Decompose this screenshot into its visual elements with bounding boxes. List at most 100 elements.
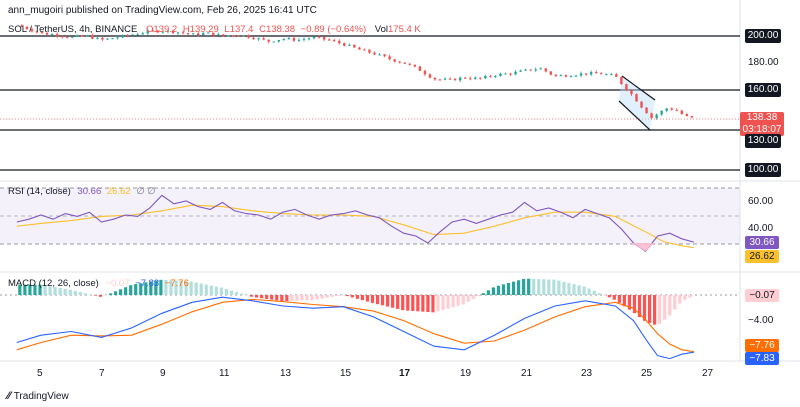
macd-histogram-bar <box>179 280 183 295</box>
macd-histogram-bar <box>431 295 435 313</box>
price-axis-tick: 100.00 <box>745 163 781 177</box>
candle-body <box>307 38 311 40</box>
macd-hist-badge: −0.07 <box>745 289 779 302</box>
symbol-name[interactable]: SOL / TetherUS, 4h, BINANCE <box>8 24 138 35</box>
macd-histogram-bar <box>602 295 606 296</box>
macd-histogram-bar <box>255 295 259 298</box>
macd-histogram-bar <box>300 295 304 301</box>
ohlc-low: L137.4 <box>224 24 254 35</box>
macd-histogram-bar <box>506 282 511 295</box>
macd-histogram-bar <box>118 289 123 295</box>
macd-histogram-bar <box>466 295 470 302</box>
candle-body <box>413 64 417 67</box>
macd-histogram-bar <box>547 279 551 295</box>
time-axis-label: 25 <box>641 368 653 379</box>
candle-body <box>670 108 673 110</box>
candle-body <box>655 114 658 118</box>
macd-histogram-bar <box>18 284 22 295</box>
candle-body <box>262 38 265 40</box>
rsi-ma-value: 26.62 <box>106 186 131 197</box>
macd-histogram-bar <box>411 295 415 311</box>
rsi-label[interactable]: RSI (14, close) <box>8 186 71 197</box>
macd-histogram-bar <box>678 295 682 304</box>
macd-histogram-bar <box>511 281 516 295</box>
macd-lines-group <box>16 278 694 360</box>
brand-logo[interactable]: ⁄⁄ TradingView <box>7 390 69 402</box>
macd-histogram-bar <box>562 281 566 295</box>
macd-histogram-bar <box>426 295 430 312</box>
time-axis-label: 5 <box>37 368 43 379</box>
macd-histogram-bar <box>567 282 571 295</box>
candle-body <box>217 34 220 36</box>
candle-body <box>524 69 527 71</box>
macd-histogram-bar <box>688 295 692 298</box>
macd-histogram-bar <box>33 284 37 295</box>
macd-histogram-bar <box>23 284 27 295</box>
macd-histogram-bar <box>386 295 390 307</box>
macd-histogram-bar <box>124 287 128 295</box>
time-axis-label: 27 <box>702 368 714 379</box>
macd-histogram-bar <box>396 295 400 309</box>
time-axis-label: 7 <box>99 368 105 379</box>
macd-histogram-bar <box>68 289 72 295</box>
macd-axis-tick: −4.00 <box>748 315 774 326</box>
candle-body <box>383 54 386 57</box>
macd-histogram-bar <box>169 280 173 295</box>
candle-body <box>680 110 684 115</box>
macd-histogram-bar <box>154 280 158 295</box>
candle-body <box>584 73 588 75</box>
macd-histogram-bar <box>647 295 652 323</box>
macd-histogram-bar <box>73 290 77 295</box>
macd-histogram-bar <box>456 295 460 306</box>
candle-body <box>196 33 200 36</box>
macd-histogram-bar <box>416 295 420 312</box>
candle-body <box>40 32 44 34</box>
candle-body <box>242 35 245 37</box>
macd-histogram-bar <box>668 295 672 316</box>
candle-body <box>453 78 457 81</box>
macd-histogram-bar <box>275 295 279 301</box>
channel-lower-line[interactable] <box>618 100 651 131</box>
macd-histogram-bar <box>290 295 294 301</box>
candle-body <box>156 30 160 33</box>
macd-histogram-bar <box>340 295 344 296</box>
candle-countdown: 03:18:07 <box>742 124 782 135</box>
candle-body <box>222 34 225 36</box>
macd-legend: MACD (12, 26, close) −0.07 −7.83 −7.76 <box>8 278 189 289</box>
candle-body <box>489 75 492 77</box>
macd-line <box>16 296 694 360</box>
candle-body <box>161 31 165 33</box>
candle-body <box>594 72 598 74</box>
macd-histogram-bar <box>642 295 647 321</box>
time-axis-label: 21 <box>521 368 533 379</box>
macd-histogram-bar <box>63 288 67 295</box>
publish-info: ann_mugoiri published on TradingView.com… <box>8 5 317 16</box>
rsi-axis-tick: 60.00 <box>748 196 774 207</box>
candle-body <box>282 38 286 40</box>
candle-body <box>71 36 74 38</box>
candle-body <box>50 34 54 36</box>
macd-histogram-bar <box>108 293 113 295</box>
tradingview-icon: ⁄⁄ <box>7 390 11 402</box>
candle-body <box>458 77 462 81</box>
candle-body <box>408 63 411 65</box>
candle-body <box>267 39 270 42</box>
rsi-oversold-fill <box>630 243 655 252</box>
candle-body <box>625 84 628 91</box>
macd-label[interactable]: MACD (12, 26, close) <box>8 278 99 289</box>
macd-histogram-bar <box>663 295 667 320</box>
macd-histogram-bar <box>441 295 445 310</box>
candle-body <box>559 75 563 77</box>
candle-body <box>171 30 175 34</box>
candle-body <box>232 35 235 37</box>
macd-histogram-bar <box>380 295 385 306</box>
macd-histogram-bar <box>627 295 632 310</box>
candle-body <box>539 68 542 70</box>
macd-histogram-bar <box>355 295 359 299</box>
price-axis-tick: 130.00 <box>745 134 781 148</box>
candle-body <box>106 38 109 40</box>
channel-upper-line[interactable] <box>621 75 656 101</box>
candle-body <box>186 33 190 35</box>
candle-body <box>368 49 371 53</box>
